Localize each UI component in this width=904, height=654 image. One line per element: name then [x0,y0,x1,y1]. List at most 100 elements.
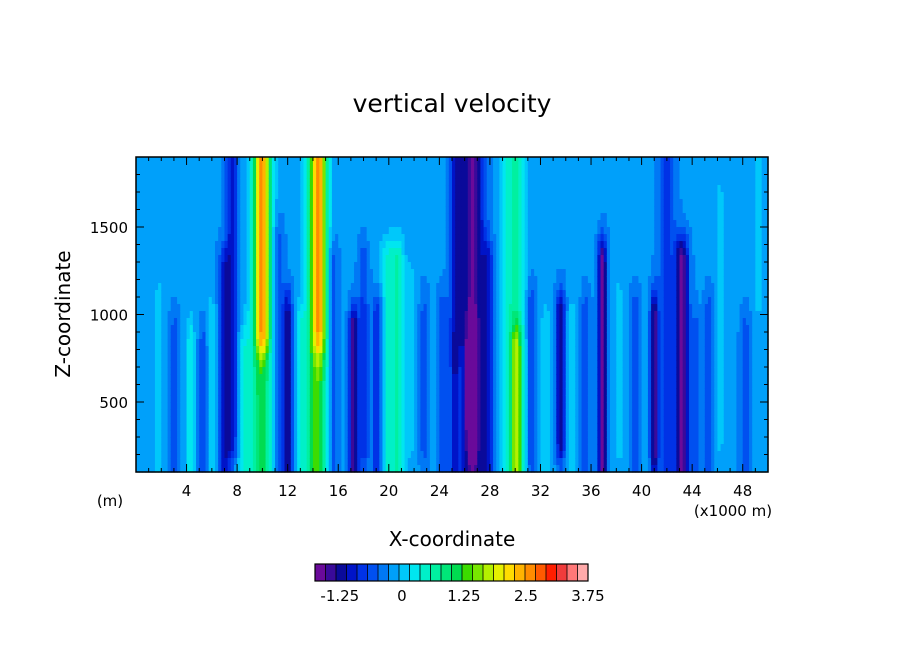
contour-cell [410,283,415,291]
contour-cell [246,339,251,347]
contour-cell [426,451,431,459]
contour-cell [139,241,143,249]
contour-cell [221,192,226,200]
contour-cell [328,157,333,165]
contour-cell [284,416,289,424]
contour-cell [331,318,336,326]
contour-cell [290,269,295,277]
contour-cell [180,367,184,375]
contour-cell [382,171,387,179]
contour-cell [161,388,166,396]
contour-cell [448,262,453,270]
contour-cell [262,402,267,410]
contour-cell [439,241,444,249]
contour-cell [202,311,207,319]
contour-cell [344,444,349,452]
contour-cell [309,325,314,333]
contour-cell [271,367,276,375]
contour-cell [224,367,229,375]
contour-cell [243,283,248,291]
contour-cell [240,339,245,347]
contour-cell [271,206,276,214]
contour-cell [271,353,276,361]
contour-cell [284,381,289,389]
contour-cell [183,451,188,459]
contour-cell [192,220,197,228]
contour-cell [309,353,314,361]
contour-cell [398,178,403,186]
contour-cell [445,318,450,326]
contour-cell [199,255,203,263]
contour-cell [284,458,289,466]
contour-cell [227,346,232,354]
contour-cell [256,444,260,452]
contour-cell [373,178,377,186]
contour-cell [164,402,169,410]
contour-cell [294,185,298,193]
contour-cell [237,465,241,473]
contour-cell [360,248,365,256]
contour-cell [325,269,330,277]
contour-cell [208,234,213,242]
contour-cell [303,220,308,228]
contour-cell [442,353,447,361]
contour-cell [161,353,166,361]
contour-cell [325,451,330,459]
contour-cell [319,276,324,284]
contour-cell [376,304,380,312]
contour-cell [401,346,406,354]
contour-cell [350,283,355,291]
contour-cell [275,171,279,179]
contour-cell [290,353,295,361]
contour-cell [319,290,324,298]
contour-cell [363,444,368,452]
contour-cell [287,269,292,277]
contour-cell [243,325,248,333]
contour-cell [164,262,169,270]
contour-cell [262,157,267,165]
contour-cell [158,430,162,438]
contour-cell [436,402,440,410]
contour-cell [297,346,301,354]
contour-cell [331,381,336,389]
contour-cell [420,423,425,431]
contour-cell [319,381,324,389]
contour-cell [303,332,308,340]
contour-cell [252,451,257,459]
contour-cell [404,465,409,473]
contour-cell [233,416,238,424]
contour-cell [227,402,232,410]
contour-cell [177,360,181,368]
contour-cell [233,367,238,375]
contour-cell [252,220,257,228]
contour-cell [224,227,229,235]
contour-cell [407,199,412,207]
contour-cell [240,164,245,172]
contour-cell [407,346,412,354]
contour-cell [208,339,213,347]
contour-cell [420,367,425,375]
contour-cell [410,262,415,270]
contour-cell [271,318,276,326]
contour-cell [395,171,399,179]
contour-cell [167,248,172,256]
contour-cell [180,206,184,214]
contour-cell [325,192,330,200]
contour-cell [316,269,320,277]
contour-cell [208,458,213,466]
contour-cell [249,234,254,242]
contour-cell [281,297,286,305]
contour-cell [350,367,355,375]
contour-cell [455,304,459,312]
contour-cell [395,164,399,172]
contour-cell [445,423,450,431]
contour-cell [376,444,380,452]
contour-cell [391,234,396,242]
contour-cell [363,451,368,459]
contour-cell [183,297,188,305]
contour-cell [142,381,147,389]
contour-cell [297,290,301,298]
contour-cell [395,248,399,256]
contour-cell [354,430,358,438]
contour-cell [237,325,241,333]
